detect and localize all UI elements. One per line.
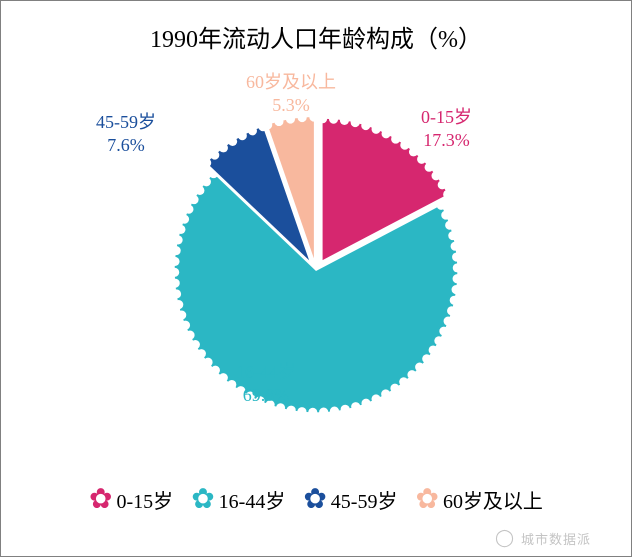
chart-container: 1990年流动人口年龄构成（%） 0-15岁 17.3% 16-44岁 69.8… [0,0,632,557]
slice-name: 16-44岁 [236,362,296,382]
slice-name: 60岁及以上 [246,72,336,92]
legend-label: 16-44岁 [219,485,286,514]
slice-label-2: 45-59岁 7.6% [96,111,156,156]
legend-marker-icon: ✿ [191,493,214,507]
legend-item-0: ✿ 0-15岁 [89,485,173,514]
legend-marker-icon: ✿ [415,493,438,507]
slice-label-1: 16-44岁 69.8% [236,361,296,406]
legend-label: 45-59岁 [331,485,398,514]
legend-item-3: ✿ 60岁及以上 [415,485,542,514]
legend-marker-icon: ✿ [303,493,326,507]
slice-name: 0-15岁 [421,107,472,127]
slice-pct: 5.3% [272,95,310,115]
legend-label: 0-15岁 [117,485,174,514]
legend-label: 60岁及以上 [443,485,543,514]
slice-pct: 69.8% [243,385,290,405]
legend-item-1: ✿ 16-44岁 [191,485,285,514]
chart-title: 1990年流动人口年龄构成（%） [1,1,631,54]
legend-item-2: ✿ 45-59岁 [303,485,397,514]
slice-label-0: 0-15岁 17.3% [421,106,472,151]
slice-pct: 17.3% [423,130,470,150]
slice-pct: 7.6% [107,135,145,155]
watermark: ◯ 城市数据派 [495,528,591,548]
watermark-text: 城市数据派 [521,529,591,548]
pie-chart [161,116,471,426]
legend: ✿ 0-15岁 ✿ 16-44岁 ✿ 45-59岁 ✿ 60岁及以上 [1,485,631,514]
wechat-icon: ◯ [495,528,515,548]
slice-label-3: 60岁及以上 5.3% [246,71,336,116]
legend-marker-icon: ✿ [89,493,112,507]
slice-name: 45-59岁 [96,112,156,132]
